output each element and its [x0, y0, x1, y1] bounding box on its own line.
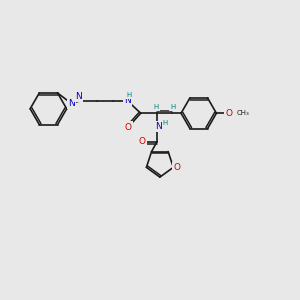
Text: O: O [173, 163, 180, 172]
Text: N: N [155, 122, 162, 131]
Text: CH₃: CH₃ [237, 110, 250, 116]
Text: N: N [68, 99, 74, 108]
Text: N: N [75, 92, 82, 100]
Text: H: H [163, 120, 168, 126]
Text: H: H [126, 92, 132, 98]
Text: O: O [226, 109, 232, 118]
Text: H: H [170, 104, 176, 110]
Text: O: O [139, 137, 146, 146]
Text: H: H [73, 94, 79, 100]
Text: H: H [154, 104, 159, 110]
Text: N: N [124, 96, 131, 105]
Text: O: O [124, 123, 132, 132]
